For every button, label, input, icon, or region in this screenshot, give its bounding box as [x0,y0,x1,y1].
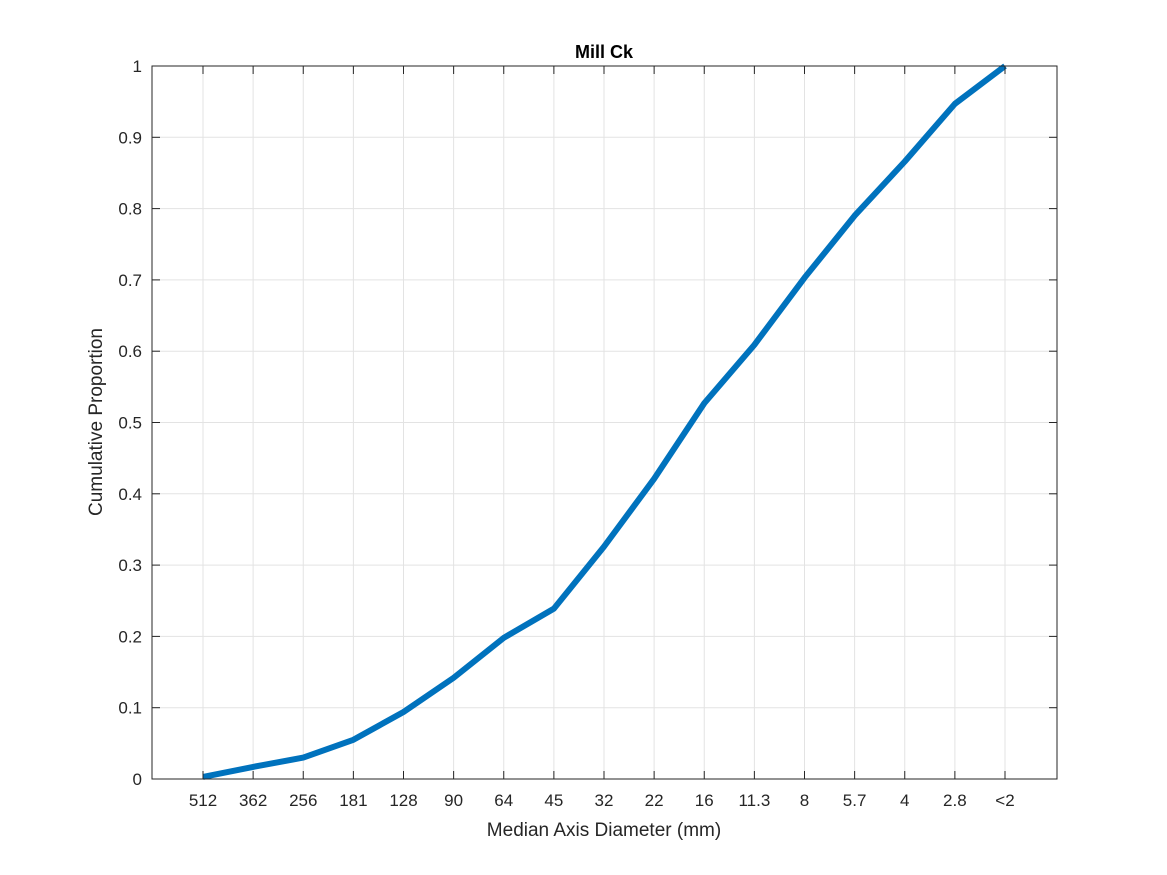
data-point [902,159,908,165]
data-point [250,764,256,770]
x-tick-label: 128 [389,791,417,810]
y-tick-label: 0.9 [118,128,142,147]
x-tick-label: 512 [189,791,217,810]
chart-title: Mill Ck [575,42,634,62]
y-tick-label: 0.2 [118,627,142,646]
data-point [551,606,557,612]
data-point [651,476,657,482]
x-tick-label: 8 [800,791,809,810]
x-tick-label: 362 [239,791,267,810]
data-point [952,101,958,107]
data-point [300,755,306,761]
y-tick-label: 0.1 [118,699,142,718]
x-tick-label: 64 [494,791,513,810]
y-tick-label: 0.3 [118,556,142,575]
x-tick-label: 90 [444,791,463,810]
x-tick-label: 256 [289,791,317,810]
data-point [701,400,707,406]
x-tick-label: 2.8 [943,791,967,810]
x-tick-label: 4 [900,791,909,810]
data-point [852,213,858,219]
data-point [802,275,808,281]
x-tick-label: 181 [339,791,367,810]
y-tick-label: 0 [133,770,142,789]
x-tick-label: 45 [544,791,563,810]
y-tick-label: 0.8 [118,200,142,219]
data-point [601,544,607,550]
y-tick-label: 1 [133,57,142,76]
y-tick-labels: 0 0.1 0.2 0.3 0.4 0.5 0.6 0.7 0.8 0.9 1 [118,57,142,789]
axes-group [151,65,1058,780]
y-tick-label: 0.7 [118,271,142,290]
x-tick-label: 5.7 [843,791,867,810]
x-tick-label: 11.3 [738,791,770,810]
x-tick-label: 32 [595,791,614,810]
data-point [501,635,507,641]
x-tick-label: 16 [695,791,714,810]
x-axis-label: Median Axis Diameter (mm) [487,820,721,841]
y-axis-label: Cumulative Proportion [86,328,107,516]
data-point [751,342,757,348]
data-point [451,675,457,681]
data-point [350,737,356,743]
x-tick-labels: 512 362 256 181 128 90 64 45 32 22 16 11.3 8 5.7 4 2.8 <… [189,791,1015,810]
cumulative-proportion-line [202,63,1007,780]
y-tick-label: 0.6 [118,342,142,361]
x-tick-label: <2 [995,791,1014,810]
series-group [202,63,1007,780]
data-point [401,709,407,715]
y-tick-label: 0.4 [118,485,142,504]
y-tick-label: 0.5 [118,414,142,433]
x-tick-label: 22 [645,791,664,810]
grid-lines [152,65,1057,780]
